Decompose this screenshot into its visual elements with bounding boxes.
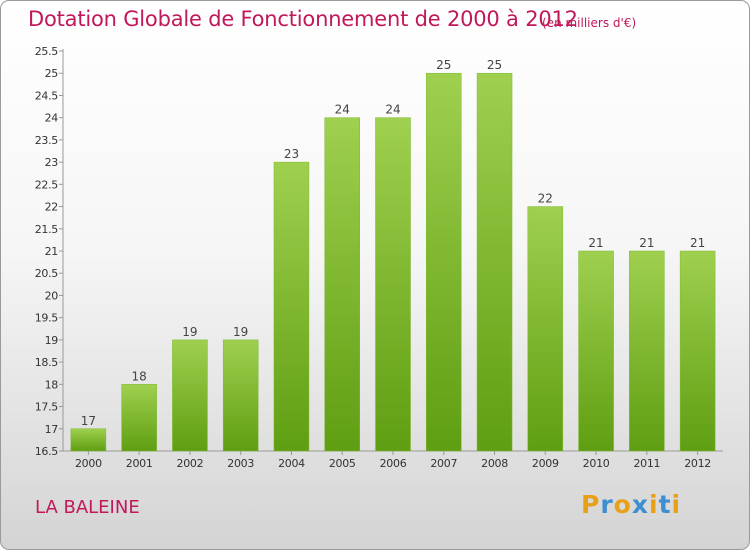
bar-2010 (578, 250, 614, 452)
logo-letter: t (658, 490, 672, 519)
y-tick-label: 22 (45, 201, 58, 214)
x-tick-label: 2009 (532, 457, 559, 470)
axes: 16.5 17 17.5 18 18.5 19 19.5 20 20.5 21 21.5 22 22.5… (35, 45, 723, 470)
bar-2007 (426, 72, 462, 452)
y-tick-label: 21.5 (35, 223, 59, 236)
y-tick-label: 20 (45, 289, 59, 302)
x-tick-label: 2001 (126, 457, 153, 470)
data-label: 21 (690, 236, 705, 250)
bar-2005 (324, 117, 360, 452)
y-tick-label: 17 (45, 423, 59, 436)
data-label: 21 (639, 236, 654, 250)
data-label: 18 (132, 369, 147, 383)
x-tick-label: 2002 (177, 457, 204, 470)
data-label: 22 (538, 192, 553, 206)
data-label: 19 (233, 325, 248, 339)
x-tick-label: 2010 (583, 457, 610, 470)
bar-2009 (527, 206, 564, 452)
logo-letter: P (581, 490, 601, 519)
chart-title: Dotation Globale de Fonctionnement de 20… (28, 7, 578, 31)
y-tick-label: 24.5 (35, 89, 59, 102)
x-tick-label: 2003 (227, 457, 254, 470)
logo-letter: i (671, 490, 682, 519)
x-tick-label: 2011 (633, 457, 660, 470)
x-tick-label: 2005 (329, 457, 356, 470)
x-tick-label: 2012 (684, 457, 711, 470)
y-tick-label: 24 (45, 112, 59, 125)
x-tick-label: 2006 (380, 457, 407, 470)
y-tick-label: 16.5 (35, 445, 59, 458)
y-tick-label: 22.5 (35, 178, 59, 191)
y-tick-label: 21 (45, 245, 58, 258)
proxiti-logo: Proxiti (581, 490, 681, 519)
y-tick-label: 23.5 (35, 134, 59, 147)
x-tick-label: 2008 (481, 457, 508, 470)
logo-letter: r (600, 490, 614, 519)
y-tick-label: 17.5 (35, 401, 59, 414)
data-label: 24 (385, 103, 400, 117)
data-label: 17 (81, 414, 96, 428)
logo-letter: o (613, 490, 632, 519)
y-tick-label: 25 (45, 67, 59, 80)
bar-2001 (121, 384, 157, 452)
chart-subtitle: (en milliers d'€) (542, 16, 637, 30)
bar-2000 (70, 428, 107, 452)
data-label: 25 (487, 58, 502, 72)
x-tick-label: 2004 (278, 457, 305, 470)
bar-2012 (679, 250, 716, 452)
data-label: 24 (335, 103, 350, 117)
y-tick-label: 23 (45, 156, 59, 169)
y-tick-label: 20.5 (35, 267, 59, 280)
y-tick-label: 19.5 (35, 312, 59, 325)
y-tick-label: 18.5 (35, 356, 59, 369)
bars (70, 72, 716, 452)
y-tick-label: 25.5 (35, 45, 59, 58)
data-label: 25 (436, 58, 451, 72)
bar-2008 (476, 72, 513, 452)
y-tick-label: 18 (45, 378, 59, 391)
data-label: 23 (284, 147, 299, 161)
data-label: 21 (588, 236, 603, 250)
logo-letter: i (649, 490, 659, 519)
data-label: 19 (182, 325, 197, 339)
logo-letter: x (631, 490, 649, 519)
bar-2003 (222, 339, 259, 452)
bar-2004 (273, 161, 310, 452)
bar-2011 (629, 250, 665, 452)
x-tick-label: 2007 (430, 457, 457, 470)
y-tick-label: 19 (45, 334, 59, 347)
bar-2002 (172, 339, 208, 452)
bar-2006 (375, 117, 411, 452)
data-labels: 17 18 19 19 23 24 24 25 25 22 21 21 21 (81, 58, 706, 428)
commune-name: LA BALEINE (35, 497, 140, 518)
x-tick-label: 2000 (75, 457, 102, 470)
